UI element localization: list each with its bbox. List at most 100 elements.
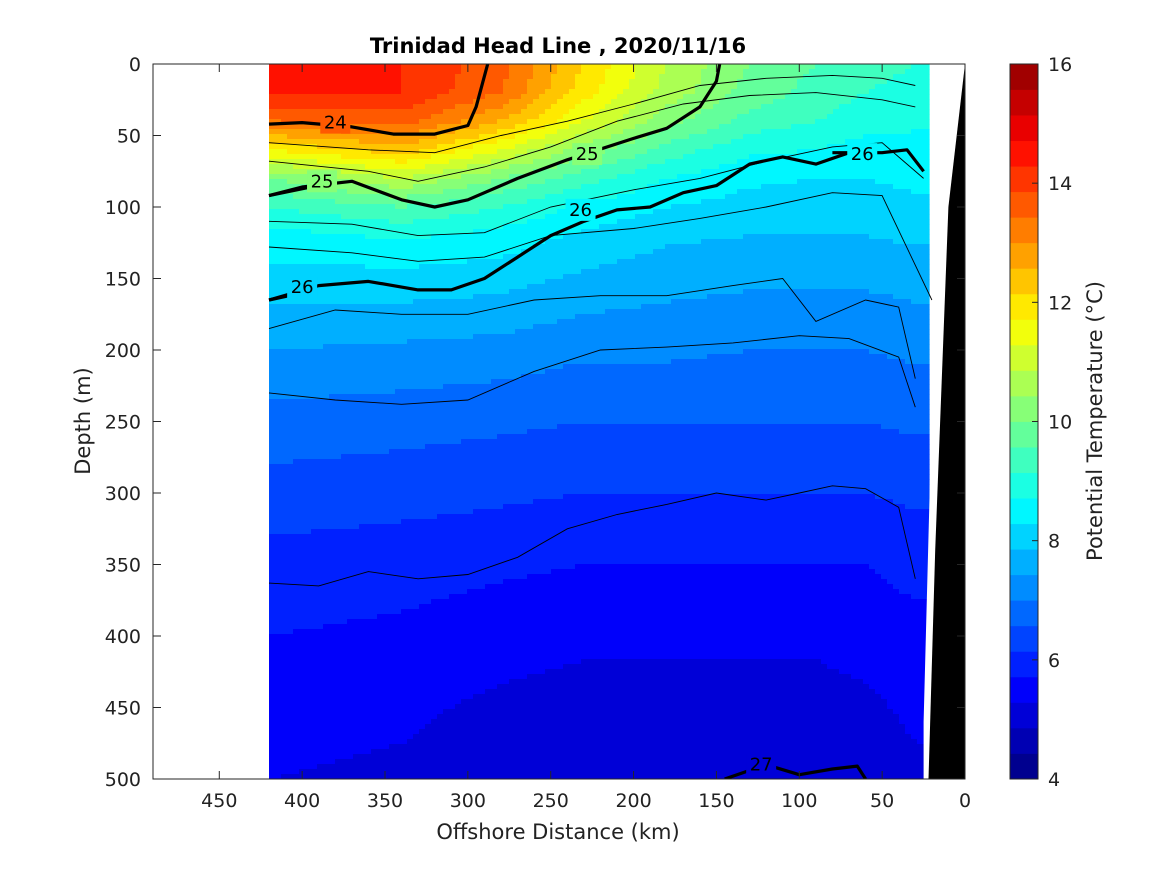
temperature-cell	[863, 134, 870, 140]
temperature-cell	[899, 114, 906, 120]
temperature-cell	[809, 64, 816, 70]
temperature-cell	[455, 139, 462, 145]
temperature-cell	[905, 94, 912, 100]
temperature-cell	[833, 214, 840, 220]
temperature-cell	[785, 264, 792, 270]
temperature-cell	[569, 274, 576, 280]
temperature-cell	[647, 84, 654, 90]
temperature-cell	[599, 149, 606, 155]
temperature-cell	[707, 164, 714, 170]
temperature-cell	[611, 164, 618, 170]
temperature-cell	[629, 94, 636, 100]
temperature-cell	[461, 114, 468, 120]
temperature-cell	[365, 74, 372, 80]
temperature-cell	[485, 154, 492, 160]
temperature-cell	[545, 124, 552, 130]
temperature-cell	[641, 214, 648, 220]
temperature-cell	[341, 89, 348, 95]
temperature-cell	[851, 244, 858, 250]
temperature-cell	[335, 74, 342, 80]
temperature-cell	[599, 159, 606, 165]
temperature-cell	[779, 129, 786, 135]
temperature-cell	[305, 129, 312, 135]
temperature-cell	[371, 114, 378, 120]
temperature-cell	[911, 179, 918, 185]
temperature-cell	[587, 264, 594, 270]
temperature-cell	[371, 234, 378, 240]
temperature-cell	[437, 239, 444, 245]
temperature-cell	[731, 114, 738, 120]
temperature-cell	[749, 164, 756, 170]
temperature-cell	[857, 169, 864, 175]
temperature-cell	[785, 169, 792, 175]
temperature-cell	[659, 169, 666, 175]
temperature-cell	[665, 174, 672, 180]
temperature-cell	[473, 224, 480, 230]
temperature-cell	[797, 174, 804, 180]
temperature-cell	[911, 254, 918, 260]
temperature-cell	[617, 159, 624, 165]
temperature-cell	[731, 204, 738, 210]
temperature-cell	[755, 89, 762, 95]
temperature-cell	[659, 159, 666, 165]
temperature-cell	[719, 224, 726, 230]
temperature-cell	[785, 254, 792, 260]
temperature-cell	[461, 139, 468, 145]
temperature-cell	[731, 164, 738, 170]
temperature-cell	[611, 219, 618, 225]
temperature-cell	[671, 64, 678, 70]
temperature-cell	[725, 69, 732, 75]
temperature-cell	[779, 204, 786, 210]
temperature-cell	[875, 259, 882, 265]
temperature-cell	[311, 229, 318, 235]
temperature-cell	[395, 79, 402, 85]
temperature-cell	[731, 139, 738, 145]
temperature-cell	[407, 119, 414, 125]
temperature-cell	[383, 174, 390, 180]
temperature-cell	[407, 219, 414, 225]
temperature-cell	[653, 124, 660, 130]
temperature-cell	[275, 194, 282, 200]
temperature-cell	[269, 204, 276, 210]
temperature-cell	[575, 259, 582, 265]
temperature-cell	[869, 224, 876, 230]
temperature-cell	[563, 174, 570, 180]
temperature-cell	[449, 179, 456, 185]
temperature-cell	[743, 94, 750, 100]
temperature-cell	[605, 254, 612, 260]
temperature-cell	[275, 164, 282, 170]
temperature-cell	[305, 194, 312, 200]
temperature-cell	[389, 119, 396, 125]
temperature-cell	[569, 189, 576, 195]
temperature-cell	[707, 204, 714, 210]
temperature-cell	[869, 114, 876, 120]
temperature-cell	[791, 244, 798, 250]
temperature-cell	[791, 79, 798, 85]
temperature-cell	[905, 224, 912, 230]
temperature-cell	[299, 204, 306, 210]
temperature-cell	[587, 64, 594, 70]
temperature-cell	[887, 64, 894, 70]
temperature-cell	[695, 234, 702, 240]
temperature-cell	[689, 279, 696, 285]
temperature-cell	[341, 224, 348, 230]
temperature-cell	[635, 84, 642, 90]
temperature-cell	[341, 149, 348, 155]
temperature-cell	[335, 164, 342, 170]
temperature-cell	[491, 169, 498, 175]
temperature-cell	[317, 84, 324, 90]
temperature-cell	[815, 124, 822, 130]
temperature-cell	[809, 249, 816, 255]
temperature-cell	[611, 84, 618, 90]
temperature-cell	[323, 134, 330, 140]
temperature-cell	[401, 144, 408, 150]
temperature-cell	[845, 104, 852, 110]
temperature-cell	[671, 104, 678, 110]
temperature-cell	[371, 89, 378, 95]
temperature-cell	[899, 129, 906, 135]
temperature-cell	[491, 239, 498, 245]
temperature-cell	[803, 79, 810, 85]
temperature-cell	[881, 224, 888, 230]
temperature-cell	[653, 74, 660, 80]
temperature-cell	[677, 199, 684, 205]
